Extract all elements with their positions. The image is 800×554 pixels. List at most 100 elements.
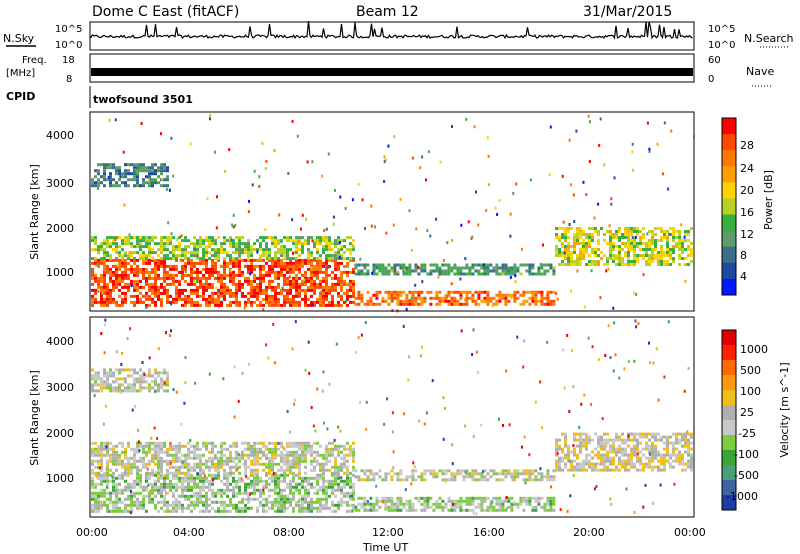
velocity-cells-cell [555, 438, 558, 442]
power-cells-cell [666, 254, 669, 257]
power-cells-cell [316, 300, 319, 304]
power-cells-cell [244, 264, 247, 268]
velocity-cells-cell [681, 453, 684, 457]
power-cells-scatter [192, 269, 195, 273]
power-cells-cell [346, 297, 349, 301]
velocity-cells-cell [423, 499, 427, 503]
power-cells-cell [112, 273, 115, 277]
power-cells-cell [612, 248, 615, 251]
power-cells-cell [486, 263, 490, 267]
velocity-cells-cell [223, 476, 226, 480]
velocity-cells-scatter [278, 488, 281, 492]
velocity-cells-cell [328, 482, 331, 486]
velocity-cells-scatter [635, 325, 638, 329]
velocity-cells-cell [331, 471, 334, 475]
power-cells-cell [585, 248, 588, 251]
velocity-cells-cell [301, 482, 304, 486]
power-cells-scatter [509, 212, 512, 216]
velocity-cells-cell [390, 499, 394, 503]
power-cells-cell [151, 184, 154, 188]
power-cells-scatter [529, 178, 532, 182]
power-cells-cell [337, 264, 340, 268]
power-cells-cell [181, 273, 184, 277]
power-cells-cell [480, 290, 484, 294]
power-cells-cell [184, 251, 187, 255]
velocity-cells-cell [681, 459, 684, 463]
power-cells-cell [124, 273, 127, 277]
velocity-cells-cell [271, 506, 274, 510]
velocity-cells-cell [618, 462, 621, 466]
velocity-cells-cell [316, 497, 319, 501]
velocity-cells-cell [271, 462, 274, 466]
velocity-cells-cell [304, 447, 307, 451]
velocity-cells-cell [133, 479, 136, 483]
velocity-cells-cell [253, 497, 256, 501]
power-cells-cell [417, 272, 421, 276]
power-cells-cell [289, 264, 292, 268]
power-cells-cell [190, 291, 193, 295]
velocity-cells-scatter [233, 365, 236, 369]
power-cells-cell [663, 251, 666, 254]
velocity-cells-cell [663, 453, 666, 457]
velocity-cells-cell [163, 494, 166, 498]
power-cells-scatter [101, 291, 104, 295]
velocity-cells-cell [193, 465, 196, 469]
velocity-cells-cell [597, 456, 600, 460]
velocity-cells-cell [262, 453, 265, 457]
power-cells-cell [594, 230, 597, 233]
velocity-cells-cell [202, 488, 205, 492]
power-cells-cell [334, 285, 337, 289]
velocity-cells-cell [133, 491, 136, 495]
velocity-cells-cell [130, 465, 133, 469]
velocity-cells-cell [360, 469, 364, 473]
power-cells-cell [678, 236, 681, 239]
power-cells-cell [142, 184, 145, 188]
power-cells-cell [274, 261, 277, 265]
power-cells-cell [349, 282, 352, 286]
velocity-cells-cell [115, 450, 118, 454]
velocity-cells-cell [498, 472, 502, 476]
velocity-cells-cell [325, 444, 328, 448]
velocity-cells-cell [609, 459, 612, 463]
velocity-cells-cell [510, 496, 514, 500]
power-cells-cell [307, 248, 310, 252]
velocity-cells-cell [142, 494, 145, 498]
velocity-cells-cell [136, 380, 139, 384]
velocity-cells-cell [621, 453, 624, 457]
power-cells-cell [331, 258, 334, 262]
velocity-cells-cell [552, 502, 556, 506]
power-cells-cell [151, 282, 154, 286]
power-cells-cell [286, 267, 289, 271]
power-cells-cell [142, 251, 145, 255]
velocity-cells-cell [127, 503, 130, 507]
velocity-cells-scatter [604, 354, 607, 357]
velocity-cells-cell [630, 456, 633, 460]
velocity-cells-cell [121, 500, 124, 504]
velocity-cells-cell [528, 502, 532, 506]
power-cells-cell [340, 257, 343, 261]
power-cells-cell [450, 302, 454, 306]
velocity-cells-cell [274, 453, 277, 457]
power-cells-cell [154, 300, 157, 304]
velocity-cells-cell [172, 473, 175, 477]
velocity-cells-cell [289, 465, 292, 469]
power-cells-cell [124, 291, 127, 295]
velocity-cells-cell [232, 459, 235, 463]
velocity-cells-cell [555, 459, 558, 463]
power-cells-scatter [167, 221, 170, 225]
velocity-cells-cell [328, 485, 331, 489]
velocity-cells-cell [136, 500, 139, 504]
power-cells-cell [172, 300, 175, 304]
power-cells-scatter [287, 171, 290, 175]
power-cells-cell [91, 248, 94, 252]
velocity-cells-cell [97, 374, 100, 378]
power-cells-cell [124, 267, 127, 271]
power-cells-cell [669, 248, 672, 251]
power-cells-cell [396, 272, 400, 276]
power-cells-cell [121, 285, 124, 289]
power-cells-cell [567, 260, 570, 263]
velocity-cells-scatter [587, 336, 590, 340]
velocity-cells-cell [603, 447, 606, 451]
power-cells-cell [522, 299, 526, 303]
power-cells-cell [301, 248, 304, 252]
